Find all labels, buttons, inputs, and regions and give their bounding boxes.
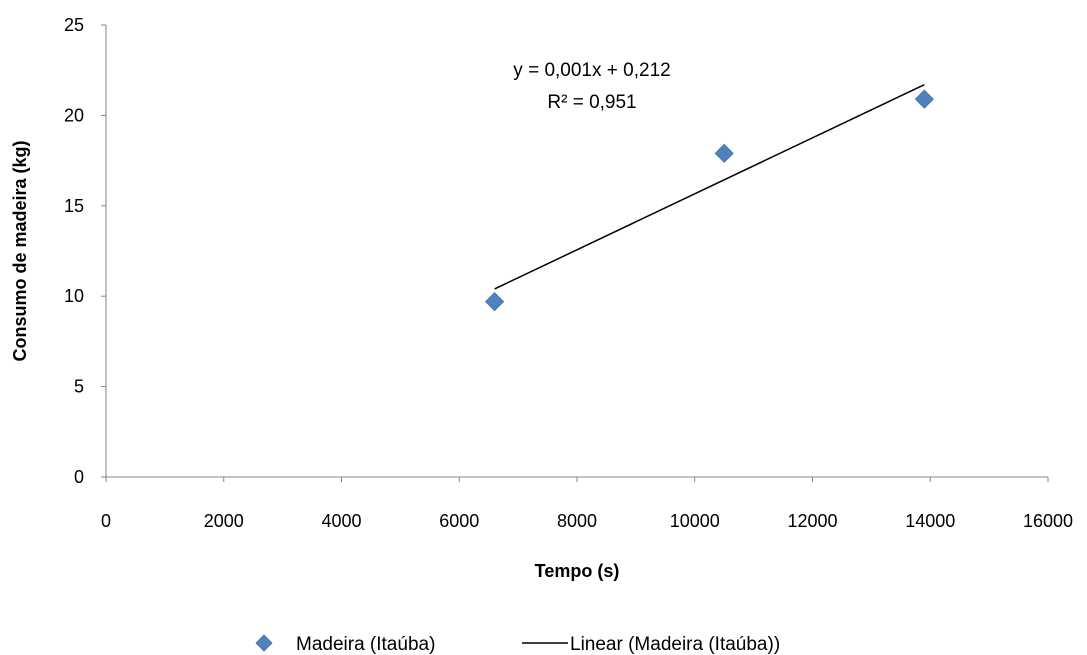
y-tick-label: 5 — [74, 377, 84, 397]
legend: Madeira (Itaúba) Linear (Madeira (Itaúba… — [255, 634, 780, 655]
trendline — [494, 83, 925, 290]
x-tick-group: 0 2000 4000 6000 8000 10000 12000 14000 16000 — [101, 477, 1073, 531]
legend-marker-diamond-icon — [255, 634, 273, 652]
y-tick-label: 10 — [64, 286, 84, 306]
x-tick-label: 0 — [101, 511, 111, 531]
x-tick-label: 6000 — [439, 511, 479, 531]
x-tick-label: 12000 — [787, 511, 837, 531]
data-points — [485, 89, 934, 312]
y-tick-label: 25 — [64, 15, 84, 35]
data-point — [485, 292, 505, 312]
y-tick-group: 0 5 10 15 20 25 — [64, 15, 106, 487]
trendline-r-squared: R² = 0,951 — [547, 92, 636, 113]
legend-series-label: Madeira (Itaúba) — [296, 634, 435, 655]
y-axis-title: Consumo de madeira (kg) — [10, 140, 30, 361]
x-tick-label: 2000 — [204, 511, 244, 531]
y-tick-label: 0 — [74, 467, 84, 487]
y-tick-label: 20 — [64, 105, 84, 125]
legend-trendline-label: Linear (Madeira (Itaúba)) — [570, 634, 780, 655]
y-tick-label: 15 — [64, 196, 84, 216]
x-tick-label: 10000 — [670, 511, 720, 531]
trendline-equation: y = 0,001x + 0,212 — [513, 60, 670, 81]
x-tick-label: 8000 — [557, 511, 597, 531]
x-tick-label: 16000 — [1023, 511, 1073, 531]
data-point — [714, 143, 734, 163]
data-point — [914, 89, 934, 109]
x-tick-label: 14000 — [905, 511, 955, 531]
x-axis-title: Tempo (s) — [535, 561, 620, 581]
x-tick-label: 4000 — [321, 511, 361, 531]
